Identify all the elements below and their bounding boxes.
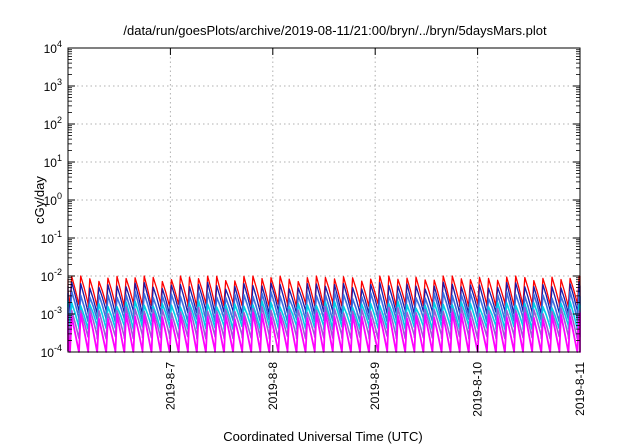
y-tick-label: 10-2 [41, 267, 62, 284]
x-tick-label: 2019-8-11 [573, 362, 587, 416]
x-tick-label: 2019-8-9 [368, 362, 382, 410]
plot-area-frame [67, 47, 581, 353]
x-tick-label: 2019-8-7 [163, 362, 177, 410]
y-tick-label: 104 [44, 39, 62, 56]
y-axis-label: cGy/day [32, 176, 47, 224]
x-tick-label: 2019-8-10 [471, 362, 485, 417]
y-tick-label: 100 [44, 191, 62, 208]
y-tick-label: 10-4 [41, 343, 62, 360]
y-tick-label: 101 [44, 153, 62, 170]
series-lines [67, 275, 581, 353]
y-tick-label: 102 [44, 115, 62, 132]
y-tick-label: 10-3 [41, 305, 62, 322]
y-tick-label: 10-1 [41, 229, 62, 246]
x-axis-label: Coordinated Universal Time (UTC) [223, 429, 422, 444]
axis-ticks: 104 103 102 101 100 10-1 10-2 10-3 10-4 2019-8-7 2… [41, 39, 587, 417]
x-tick-label: 2019-8-8 [266, 362, 280, 410]
chart-title: /data/run/goesPlots/archive/2019-08-11/2… [123, 23, 547, 38]
y-tick-label: 103 [44, 77, 62, 94]
